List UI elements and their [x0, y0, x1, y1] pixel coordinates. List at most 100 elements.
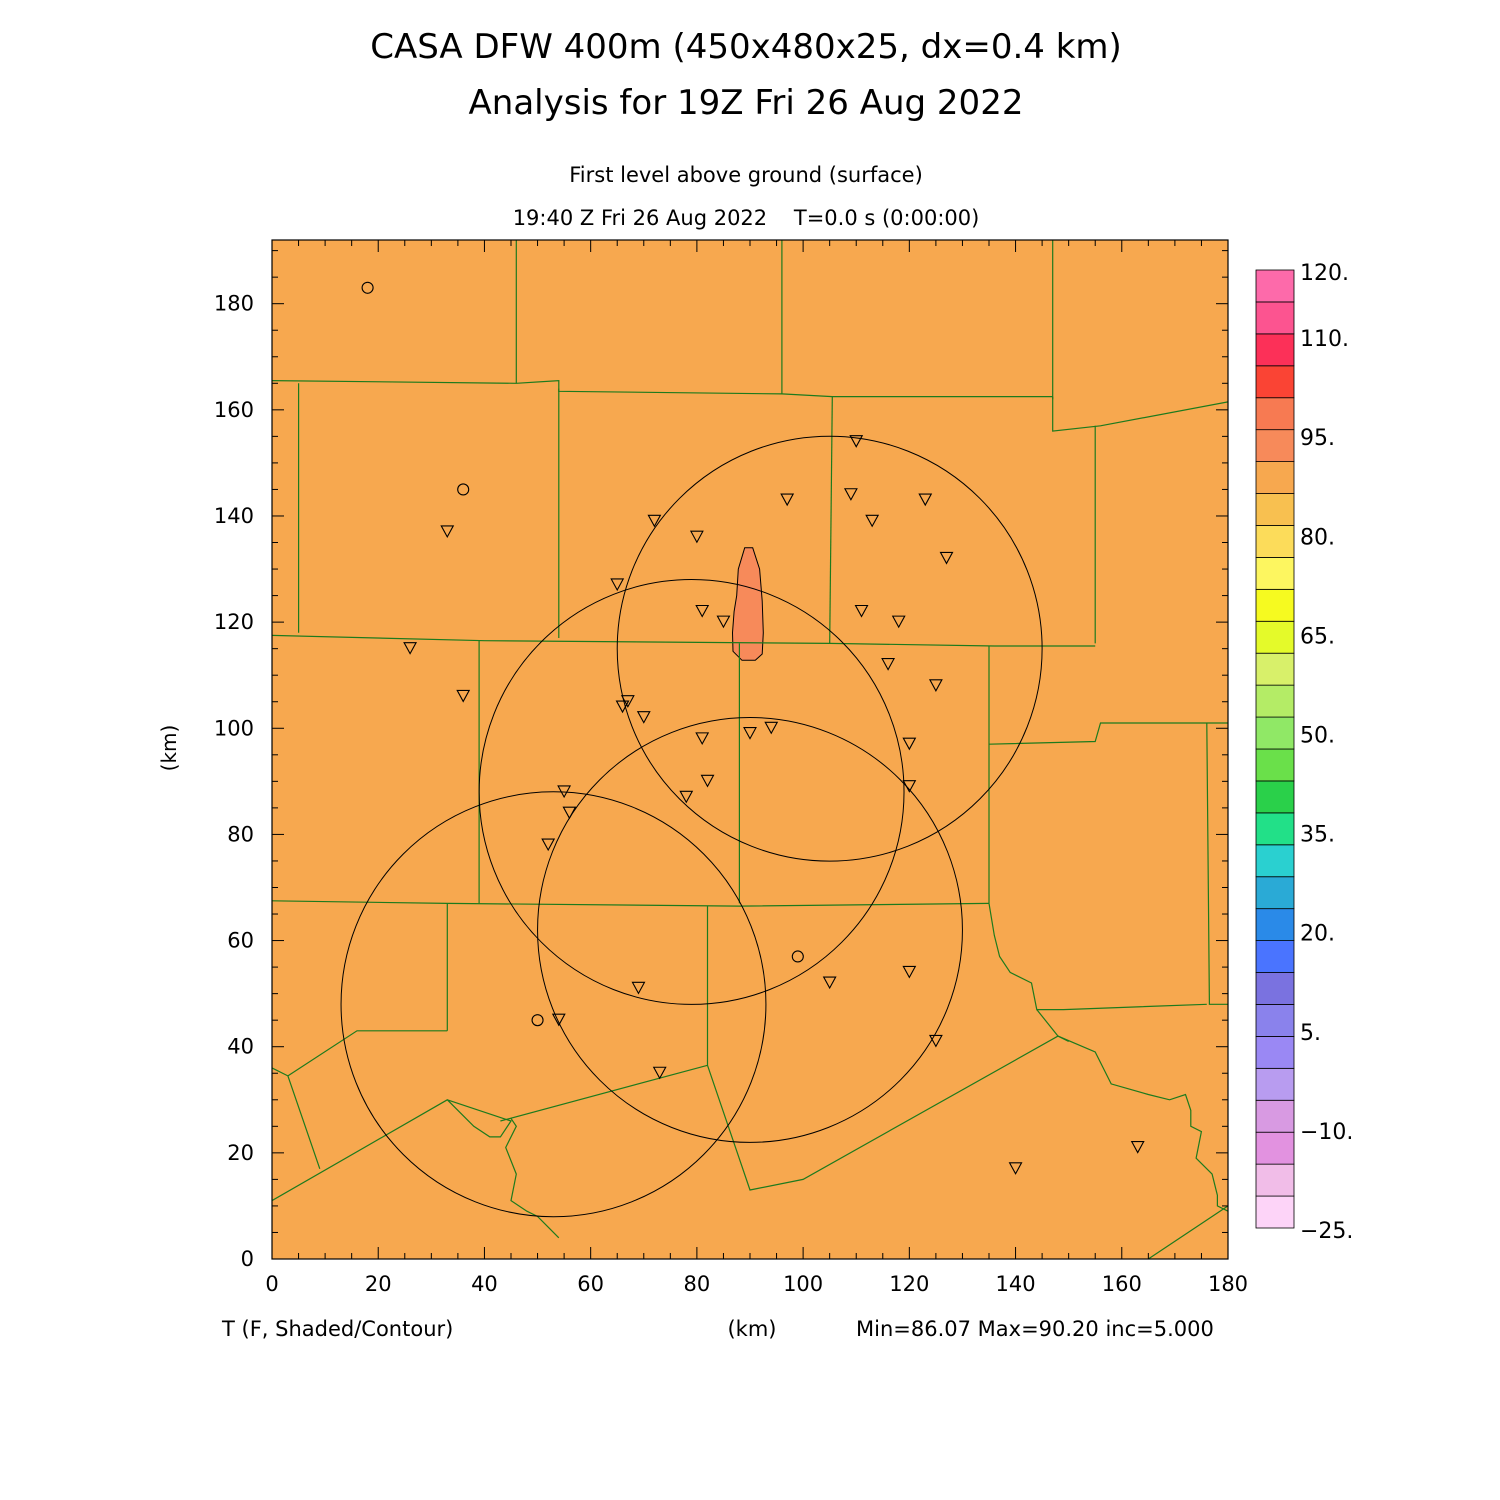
colorbar-label: 120.	[1300, 261, 1349, 286]
colorbar-segment	[1255, 972, 1295, 1005]
temperature-field	[272, 240, 1228, 1259]
station-triangle-marker	[928, 679, 943, 692]
station-triangle-marker	[541, 838, 556, 852]
station-triangle-marker	[679, 790, 694, 804]
colorbar-segment	[1255, 461, 1295, 494]
station-circle-marker	[531, 1014, 544, 1027]
x-axis-label: (km)	[727, 1317, 776, 1341]
station-triangle-marker	[440, 525, 455, 539]
station-circle-marker	[457, 483, 470, 496]
county-line	[829, 396, 833, 644]
station-triangle-marker	[902, 780, 917, 793]
county-line	[988, 903, 1207, 1011]
station-triangle-marker	[695, 604, 710, 618]
station-triangle-marker	[636, 711, 651, 724]
subtitle-level: First level above ground (surface)	[569, 163, 923, 187]
station-triangle-marker	[1008, 1162, 1023, 1175]
y-tick-label: 40	[227, 1035, 254, 1059]
station-triangle-marker	[743, 727, 757, 740]
x-tick-label: 120	[889, 1272, 929, 1296]
y-tick-label: 20	[227, 1141, 254, 1165]
station-triangle-marker	[689, 530, 704, 544]
colorbar-segment	[1255, 397, 1295, 431]
x-tick-label: 160	[1102, 1272, 1142, 1296]
x-tick-label: 60	[577, 1272, 604, 1296]
station-triangle-marker	[700, 774, 715, 788]
colorbar-segment	[1255, 588, 1295, 622]
colorbar-segment	[1255, 525, 1295, 558]
title-line-1: CASA DFW 400m (450x480x25, dx=0.4 km)	[370, 27, 1122, 67]
station-triangle-marker	[615, 700, 630, 714]
station-triangle-marker	[865, 514, 880, 528]
colorbar-segment	[1255, 812, 1295, 846]
station-circle-marker	[361, 281, 374, 294]
colorbar-segment	[1255, 365, 1295, 399]
county-line	[272, 900, 990, 907]
colorbar-segment	[1255, 269, 1295, 303]
colorbar-label: 20.	[1300, 922, 1335, 947]
colorbar-label: −10.	[1300, 1120, 1353, 1145]
county-line	[1052, 396, 1228, 432]
station-triangle-marker	[716, 615, 731, 629]
colorbar-segment	[1255, 780, 1295, 814]
colorbar-label: 110.	[1300, 327, 1349, 352]
colorbar-label: 5.	[1300, 1021, 1321, 1046]
station-triangle-marker	[551, 1013, 566, 1027]
station-triangle-marker	[557, 785, 572, 799]
colorbar-label: 35.	[1300, 823, 1335, 848]
station-triangle-marker	[902, 965, 917, 979]
colorbar-segment	[1255, 716, 1295, 750]
station-triangle-marker	[1130, 1140, 1145, 1154]
colorbar-segment	[1255, 1099, 1295, 1133]
plot-area	[272, 240, 1228, 1259]
y-tick-label: 0	[241, 1247, 254, 1271]
station-triangle-marker	[822, 976, 837, 990]
station-triangle-marker	[562, 806, 577, 820]
station-triangle-marker	[843, 488, 858, 501]
colorbar-segment	[1255, 429, 1295, 462]
subtitle-time: 19:40 Z Fri 26 Aug 2022 T=0.0 s (0:00:00…	[513, 206, 980, 230]
colorbar-segment	[1255, 557, 1295, 590]
y-tick-label: 140	[214, 504, 254, 528]
colorbar-label: 80.	[1300, 525, 1335, 550]
y-tick-label: 180	[214, 292, 254, 316]
x-tick-label: 140	[996, 1272, 1036, 1296]
colorbar-segment	[1255, 876, 1295, 910]
colorbar-segment	[1255, 1163, 1295, 1197]
station-circle-marker	[791, 950, 804, 963]
station-triangle-marker	[902, 737, 917, 751]
colorbar-segment	[1255, 844, 1295, 878]
station-triangle-marker	[456, 689, 471, 703]
colorbar-label: 65.	[1300, 624, 1335, 649]
colorbar-segment	[1255, 620, 1295, 654]
county-line	[1206, 722, 1228, 1005]
colorbar-label: −25.	[1300, 1219, 1353, 1244]
x-tick-label: 40	[471, 1272, 498, 1296]
county-line	[287, 1030, 448, 1077]
county-line	[272, 1099, 512, 1202]
station-triangle-marker	[695, 732, 710, 746]
y-tick-label: 160	[214, 398, 254, 422]
station-triangle-marker	[780, 493, 795, 507]
county-line	[272, 1067, 321, 1169]
station-triangle-marker	[647, 514, 662, 528]
colorbar-segment	[1255, 1036, 1295, 1069]
station-triangle-marker	[854, 604, 869, 618]
colorbar-segment	[1255, 940, 1295, 973]
colorbar-segment	[1255, 684, 1295, 718]
y-axis-label: (km)	[157, 725, 181, 772]
x-tick-label: 0	[265, 1272, 278, 1296]
field-stats: Min=86.07 Max=90.20 inc=5.000	[856, 1317, 1214, 1341]
x-tick-label: 80	[684, 1272, 711, 1296]
station-triangle-marker	[403, 642, 418, 655]
station-triangle-marker	[928, 1034, 943, 1048]
county-line	[1147, 1205, 1228, 1259]
station-triangle-marker	[918, 493, 933, 507]
colorbar-segment	[1255, 652, 1295, 686]
colorbar-segment	[1255, 1067, 1295, 1101]
y-tick-label: 80	[227, 822, 254, 846]
station-triangle-marker	[891, 615, 906, 629]
colorbar-segment	[1255, 1004, 1295, 1037]
x-tick-label: 20	[365, 1272, 392, 1296]
